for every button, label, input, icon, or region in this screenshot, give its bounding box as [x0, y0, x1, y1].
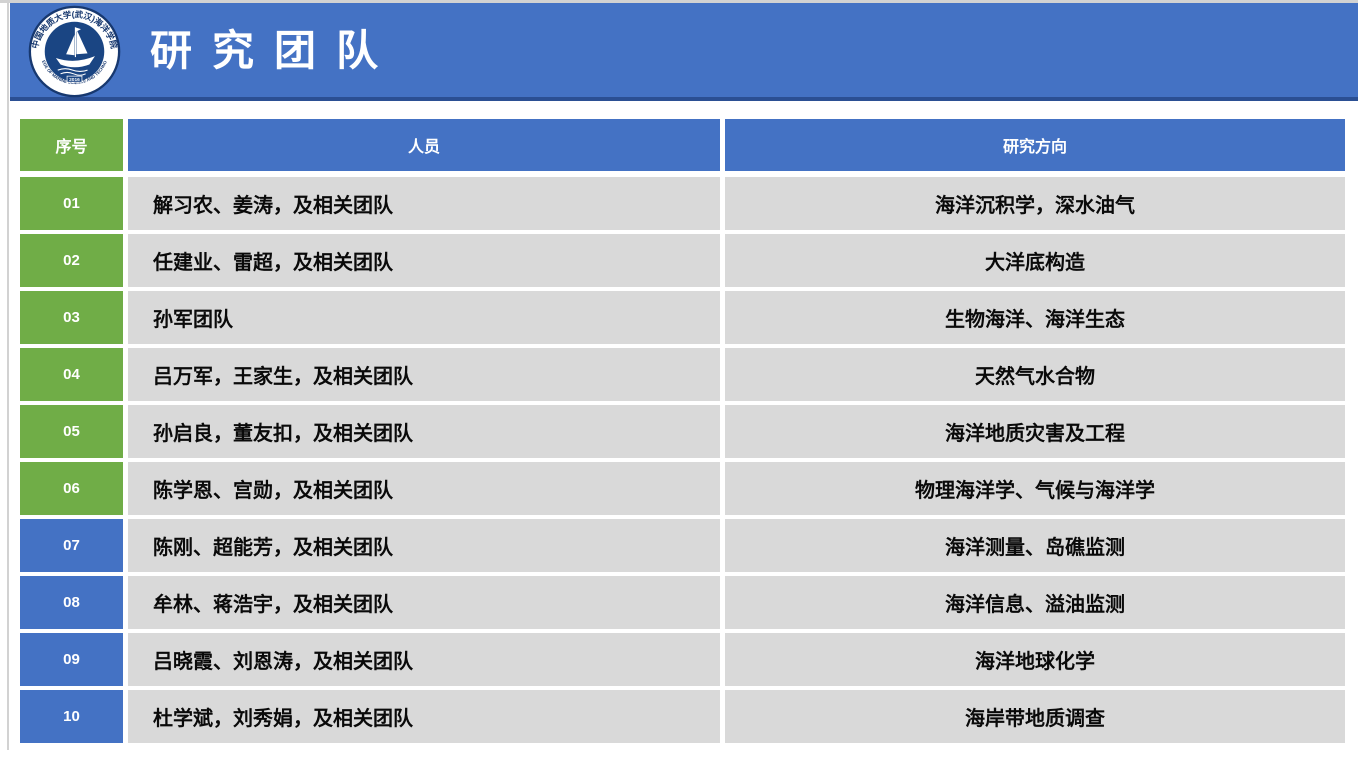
row-number: 10	[63, 708, 80, 725]
row-people: 吕晓霞、刘恩涛，及相关团队	[128, 633, 720, 686]
logo-year: 2016	[69, 77, 80, 83]
page-title: 研究团队	[150, 27, 399, 75]
table-row: 03 孙军团队 生物海洋、海洋生态	[20, 291, 1345, 344]
row-people: 陈刚、超能芳，及相关团队	[128, 519, 720, 572]
row-number: 08	[63, 594, 80, 611]
canvas-left-edge	[7, 3, 9, 750]
row-number: 03	[63, 309, 80, 326]
row-people: 解习农、姜涛，及相关团队	[128, 177, 720, 230]
row-direction: 海洋地球化学	[725, 633, 1345, 686]
table-row: 08 牟林、蒋浩宇，及相关团队 海洋信息、溢油监测	[20, 576, 1345, 629]
row-number-cell: 03	[20, 291, 123, 344]
table-row: 01 解习农、姜涛，及相关团队 海洋沉积学，深水油气	[20, 177, 1345, 230]
row-number: 09	[63, 651, 80, 668]
row-direction: 海洋沉积学，深水油气	[725, 177, 1345, 230]
sailboat-icon	[55, 27, 95, 76]
column-header-direction: 研究方向	[725, 119, 1345, 171]
row-people: 任建业、雷超，及相关团队	[128, 234, 720, 287]
row-number: 01	[63, 195, 80, 212]
row-direction: 物理海洋学、气候与海洋学	[725, 462, 1345, 515]
table-row: 10 杜学斌，刘秀娟，及相关团队 海岸带地质调查	[20, 690, 1345, 743]
row-number-cell: 04	[20, 348, 123, 401]
college-logo: 中国地质大学(武汉)海洋学院 COLLEGE OF MARINE SCIENCE…	[26, 1, 121, 98]
row-direction: 海岸带地质调查	[725, 690, 1345, 743]
team-table-body: 01 解习农、姜涛，及相关团队 海洋沉积学，深水油气 02 任建业、雷超，及相关…	[20, 177, 1345, 743]
row-direction: 大洋底构造	[725, 234, 1345, 287]
row-people: 杜学斌，刘秀娟，及相关团队	[128, 690, 720, 743]
table-row: 06 陈学恩、宫勋，及相关团队 物理海洋学、气候与海洋学	[20, 462, 1345, 515]
row-number-cell: 08	[20, 576, 123, 629]
row-people: 孙军团队	[128, 291, 720, 344]
row-direction: 海洋测量、岛礁监测	[725, 519, 1345, 572]
row-number-cell: 09	[20, 633, 123, 686]
table-row: 02 任建业、雷超，及相关团队 大洋底构造	[20, 234, 1345, 287]
table-row: 09 吕晓霞、刘恩涛，及相关团队 海洋地球化学	[20, 633, 1345, 686]
row-people: 牟林、蒋浩宇，及相关团队	[128, 576, 720, 629]
row-direction: 海洋地质灾害及工程	[725, 405, 1345, 458]
row-number-cell: 01	[20, 177, 123, 230]
slide-header-banner: 中国地质大学(武汉)海洋学院 COLLEGE OF MARINE SCIENCE…	[10, 1, 1358, 101]
research-team-table: 序号 人员 研究方向 01 解习农、姜涛，及相关团队 海洋沉积学，深水油气 02…	[20, 119, 1345, 747]
row-number-cell: 06	[20, 462, 123, 515]
row-direction: 生物海洋、海洋生态	[725, 291, 1345, 344]
row-people: 吕万军，王家生，及相关团队	[128, 348, 720, 401]
table-row: 07 陈刚、超能芳，及相关团队 海洋测量、岛礁监测	[20, 519, 1345, 572]
row-number-cell: 02	[20, 234, 123, 287]
table-header-row: 序号 人员 研究方向	[20, 119, 1345, 171]
row-people: 孙启良，董友扣，及相关团队	[128, 405, 720, 458]
canvas-top-edge	[0, 0, 1358, 3]
column-header-people: 人员	[128, 119, 720, 171]
row-number: 02	[63, 252, 80, 269]
table-row: 05 孙启良，董友扣，及相关团队 海洋地质灾害及工程	[20, 405, 1345, 458]
column-header-number: 序号	[20, 119, 123, 171]
row-direction: 海洋信息、溢油监测	[725, 576, 1345, 629]
row-number: 06	[63, 480, 80, 497]
row-number-cell: 07	[20, 519, 123, 572]
row-number: 05	[63, 423, 80, 440]
row-number-cell: 10	[20, 690, 123, 743]
row-number: 07	[63, 537, 80, 554]
row-number-cell: 05	[20, 405, 123, 458]
row-people: 陈学恩、宫勋，及相关团队	[128, 462, 720, 515]
table-row: 04 吕万军，王家生，及相关团队 天然气水合物	[20, 348, 1345, 401]
row-number: 04	[63, 366, 80, 383]
row-direction: 天然气水合物	[725, 348, 1345, 401]
